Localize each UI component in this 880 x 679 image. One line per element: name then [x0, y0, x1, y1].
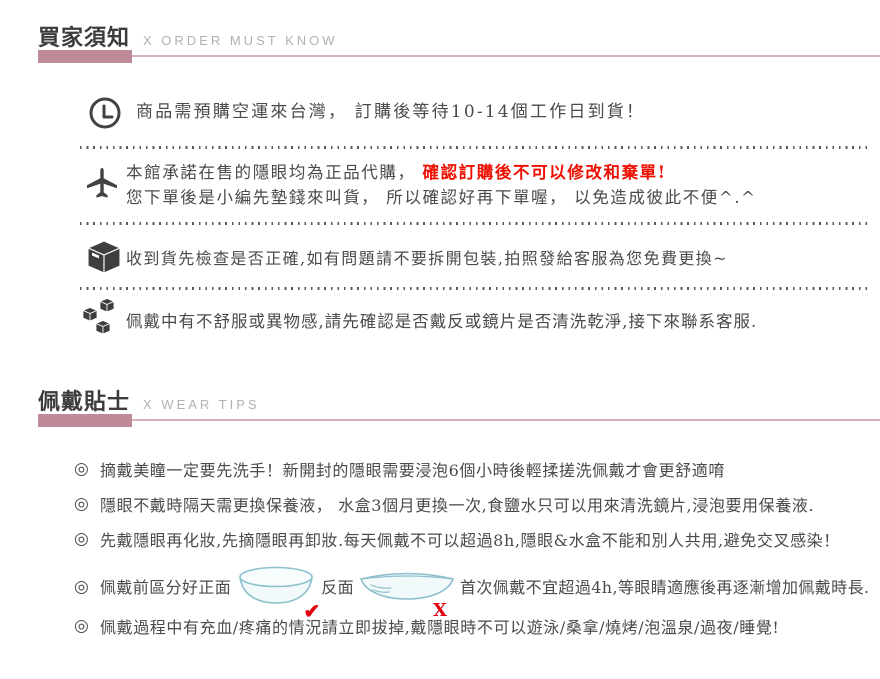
tip-side-mid-text: 反面	[321, 577, 355, 597]
wrong-cross-icon: X	[433, 600, 448, 621]
tip-side-pre-text: 佩戴前區分好正面	[100, 577, 232, 597]
accent-bar	[38, 50, 132, 63]
dotted-divider	[80, 222, 870, 225]
tip-wash-text: 摘戴美瞳一定要先洗手！新開封的隱眼需要浸泡6個小時後輕揉搓洗佩戴才會更舒適唷	[100, 461, 725, 480]
tip-makeup-text: 先戴隱眼再化妝,先摘隱眼再卸妝.每天佩戴不可以超過8h,隱眼&水盒不能和別人共用…	[100, 531, 840, 550]
correct-check-icon: ✔	[303, 599, 321, 623]
bullseye-bullet-icon: ◎	[74, 494, 89, 514]
accent-bar	[38, 414, 132, 427]
lens-correct-illustration: ✔	[236, 564, 320, 621]
shipping-notice-text: 商品需預購空運來台灣， 訂購後等待10-14個工作日到貨！	[136, 102, 646, 122]
tip-makeup: ◎ 先戴隱眼再化妝,先摘隱眼再卸妝.每天佩戴不可以超過8h,隱眼&水盒不能和別人…	[74, 529, 874, 552]
tip-solution: ◎ 隱眼不戴時隔天需更換保養液， 水盒3個月更換一次,食鹽水只可以用來清洗鏡片,…	[74, 494, 874, 517]
tip-side-post-text: 首次佩戴不宜超過4h,等眼睛適應後再逐漸增加佩戴時長.	[460, 577, 870, 597]
bullseye-bullet-icon: ◎	[74, 459, 89, 479]
accent-line	[132, 55, 880, 57]
clock-icon	[88, 96, 122, 134]
promise-line1: 本館承諾在售的隱眼均為正品代購， 確認訂購後不可以修改和棄單!	[126, 160, 757, 185]
discomfort-notice-text: 佩戴中有不舒服或異物感,請先確認是否戴反或鏡片是否清洗乾淨,接下來聯系客服.	[126, 312, 758, 331]
airplane-icon	[84, 166, 120, 206]
buyer-notice-header: 買家須知 X ORDER MUST KNOW	[38, 20, 338, 52]
dotted-divider	[80, 146, 870, 149]
promise-red-text: 確認訂購後不可以修改和棄單!	[422, 163, 667, 182]
promise-black-text: 本館承諾在售的隱眼均為正品代購，	[126, 163, 416, 182]
bullseye-bullet-icon: ◎	[74, 529, 89, 549]
tip-pain-text: 佩戴過程中有充血/疼痛的情況請立即拔掉,戴隱眼時不可以遊泳/桑拿/燒烤/泡溫泉/…	[100, 618, 780, 637]
wear-tips-header: 佩戴貼士 X WEAR TIPS	[38, 384, 260, 416]
tip-lens-side: ◎ 佩戴前區分好正面 ✔ 反面 X 首次佩戴不宜超過4h,等眼睛適應後再逐漸增加…	[74, 564, 874, 621]
tip-solution-text: 隱眼不戴時隔天需更換保養液， 水盒3個月更換一次,食鹽水只可以用來清洗鏡片,浸泡…	[100, 496, 815, 515]
tip-wash: ◎ 摘戴美瞳一定要先洗手！新開封的隱眼需要浸泡6個小時後輕揉搓洗佩戴才會更舒適唷	[74, 459, 874, 482]
dotted-divider	[80, 287, 870, 290]
promise-notice-text: 本館承諾在售的隱眼均為正品代購， 確認訂購後不可以修改和棄單! 您下單後是小編先…	[126, 160, 757, 210]
promise-line2: 您下單後是小編先墊錢來叫貨， 所以確認好再下單喔， 以免造成彼此不便^.^	[126, 188, 757, 207]
box-icon	[86, 240, 122, 278]
boxes-icon	[82, 298, 126, 346]
package-check-text: 收到貨先檢查是否正確,如有問題請不要拆開包裝,拍照發給客服為您免費更換~	[126, 249, 728, 268]
wear-tips-title: 佩戴貼士	[38, 389, 131, 414]
bullseye-bullet-icon: ◎	[74, 577, 89, 597]
wear-tips-list: ◎ 摘戴美瞳一定要先洗手！新開封的隱眼需要浸泡6個小時後輕揉搓洗佩戴才會更舒適唷…	[74, 459, 874, 651]
buyer-notice-subtitle: X ORDER MUST KNOW	[143, 33, 338, 48]
accent-line	[132, 419, 880, 421]
wear-tips-subtitle: X WEAR TIPS	[143, 397, 260, 412]
bullseye-bullet-icon: ◎	[74, 616, 89, 636]
tip-pain: ◎ 佩戴過程中有充血/疼痛的情況請立即拔掉,戴隱眼時不可以遊泳/桑拿/燒烤/泡溫…	[74, 616, 874, 639]
lens-inverted-illustration: X	[359, 566, 455, 620]
buyer-notice-title: 買家須知	[38, 25, 131, 50]
